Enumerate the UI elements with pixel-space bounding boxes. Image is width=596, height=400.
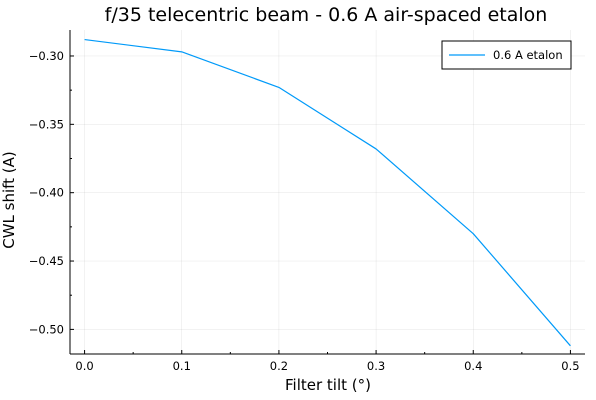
chart-title: f/35 telecentric beam - 0.6 A air-spaced… — [105, 4, 548, 26]
legend-label: 0.6 A etalon — [493, 48, 563, 62]
series-line — [84, 38, 571, 347]
y-tick-label: −0.30 — [29, 49, 64, 63]
series-layer — [84, 38, 571, 347]
y-tick-label: −0.35 — [29, 117, 64, 131]
legend: 0.6 A etalon — [441, 40, 572, 70]
x-tick-label: 0.0 — [75, 359, 93, 373]
y-tick-label: −0.50 — [29, 322, 64, 336]
x-tick-label: 0.5 — [561, 359, 579, 373]
x-axis-label: Filter tilt (°) — [285, 376, 371, 394]
x-tick-label: 0.4 — [464, 359, 482, 373]
y-tick-label: −0.40 — [29, 186, 64, 200]
gridlines — [70, 30, 585, 354]
x-tick-label: 0.3 — [367, 359, 385, 373]
x-tick-label: 0.2 — [270, 359, 288, 373]
axis-ticks: 0.0 0.1 0.2 0.3 0.4 0.5 −0.30 −0.35 −0.40 −0.45 −0… — [29, 49, 580, 373]
x-tick-label: 0.1 — [173, 359, 191, 373]
y-tick-label: −0.45 — [29, 254, 64, 268]
y-axis-label: CWL shift (A) — [0, 151, 18, 249]
